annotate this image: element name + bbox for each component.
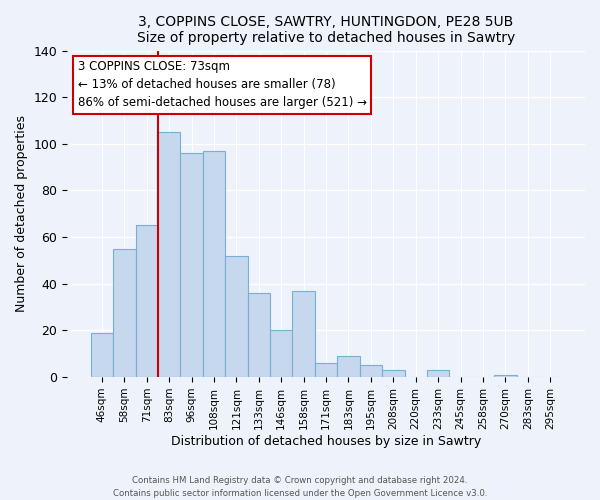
Bar bbox=[494, 375, 517, 377]
Title: 3, COPPINS CLOSE, SAWTRY, HUNTINGDON, PE28 5UB
Size of property relative to deta: 3, COPPINS CLOSE, SAWTRY, HUNTINGDON, PE… bbox=[137, 15, 515, 45]
Bar bbox=[203, 151, 225, 377]
Bar bbox=[225, 256, 248, 377]
Bar bbox=[270, 330, 292, 377]
Bar bbox=[292, 291, 315, 377]
Bar bbox=[382, 370, 404, 377]
Bar bbox=[360, 366, 382, 377]
Bar bbox=[337, 356, 360, 377]
Bar bbox=[158, 132, 181, 377]
Bar bbox=[91, 333, 113, 377]
Bar bbox=[427, 370, 449, 377]
Bar bbox=[136, 226, 158, 377]
Bar bbox=[113, 249, 136, 377]
Bar bbox=[181, 153, 203, 377]
Bar bbox=[315, 363, 337, 377]
Y-axis label: Number of detached properties: Number of detached properties bbox=[15, 116, 28, 312]
Text: 3 COPPINS CLOSE: 73sqm
← 13% of detached houses are smaller (78)
86% of semi-det: 3 COPPINS CLOSE: 73sqm ← 13% of detached… bbox=[77, 60, 367, 110]
Bar bbox=[248, 293, 270, 377]
X-axis label: Distribution of detached houses by size in Sawtry: Distribution of detached houses by size … bbox=[171, 434, 481, 448]
Text: Contains HM Land Registry data © Crown copyright and database right 2024.
Contai: Contains HM Land Registry data © Crown c… bbox=[113, 476, 487, 498]
